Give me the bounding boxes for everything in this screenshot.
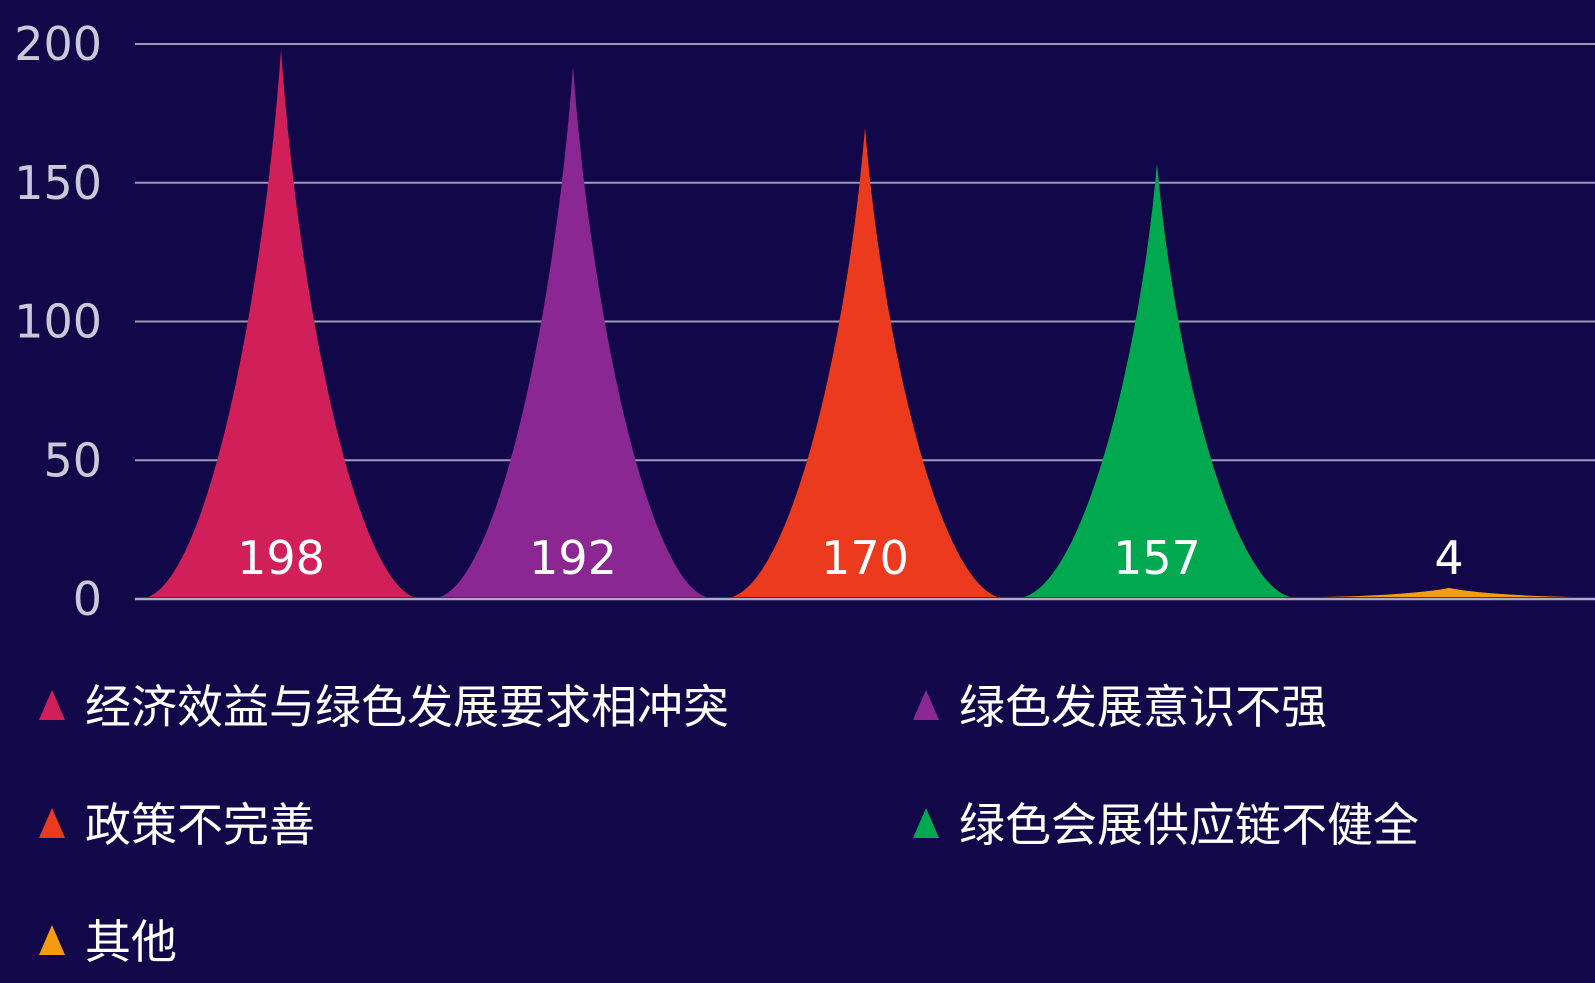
bar-4[interactable]	[1024, 163, 1290, 597]
data-label-4: 157	[1113, 531, 1201, 585]
legend-label: 绿色会展供应链不健全	[959, 798, 1419, 852]
legend-label: 政策不完善	[85, 798, 315, 852]
y-tick-label: 200	[14, 17, 102, 71]
triangle-icon	[39, 925, 65, 955]
triangle-icon	[913, 808, 939, 838]
triangle-icon	[39, 808, 65, 838]
triangle-icon	[913, 690, 939, 720]
data-label-1: 198	[237, 531, 325, 585]
bar-5[interactable]	[1316, 587, 1582, 597]
data-label-5: 4	[1434, 531, 1463, 585]
legend-label: 其他	[85, 915, 177, 969]
y-tick-label: 100	[14, 295, 102, 349]
triangle-icon	[39, 690, 65, 720]
bar-1[interactable]	[148, 49, 414, 598]
legend-item-1[interactable]: 经济效益与绿色发展要求相冲突	[39, 680, 729, 734]
data-label-3: 170	[821, 531, 909, 585]
y-tick-label: 0	[73, 572, 102, 626]
y-tick-label: 150	[14, 156, 102, 210]
legend-label: 经济效益与绿色发展要求相冲突	[85, 680, 729, 734]
y-axis-tick-labels: 0 50 100 150 200	[14, 17, 102, 626]
legend-item-3[interactable]: 政策不完善	[39, 798, 315, 852]
y-tick-label: 50	[43, 433, 102, 487]
data-labels: 198 192 170 157 4	[237, 531, 1464, 585]
bar-3[interactable]	[732, 127, 998, 597]
bars	[148, 49, 1582, 598]
bar-2[interactable]	[440, 66, 706, 597]
legend-item-4[interactable]: 绿色会展供应链不健全	[913, 798, 1419, 852]
legend-label: 绿色发展意识不强	[959, 680, 1327, 734]
data-label-2: 192	[529, 531, 617, 585]
legend-item-2[interactable]: 绿色发展意识不强	[913, 680, 1327, 734]
legend-item-5[interactable]: 其他	[39, 915, 177, 969]
